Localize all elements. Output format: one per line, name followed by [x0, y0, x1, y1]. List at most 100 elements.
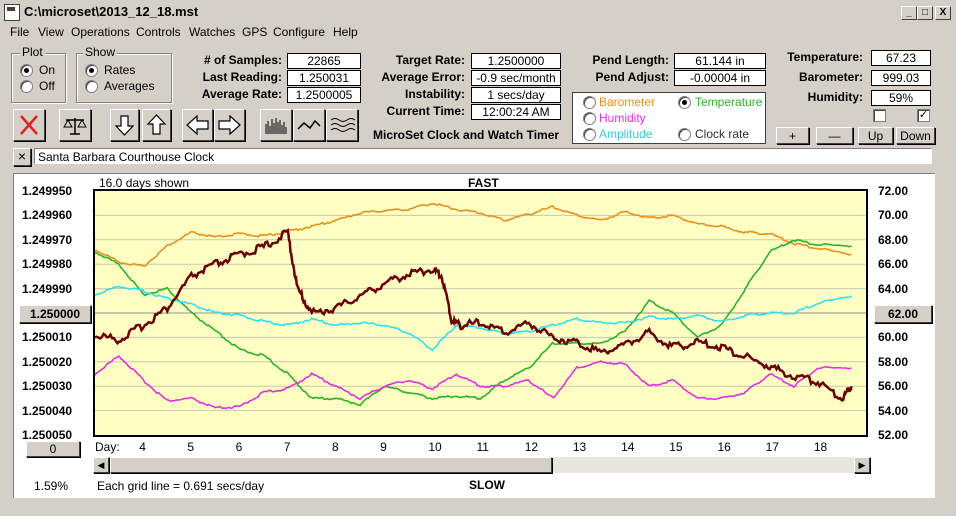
- histogram-button[interactable]: [260, 109, 292, 141]
- barometer-field: 999.03: [871, 70, 931, 86]
- x-tick-label: 8: [331, 440, 339, 454]
- x-tick-label: 7: [283, 440, 291, 454]
- left-tick-label: 1.250050: [22, 428, 73, 442]
- x-tick-label: 13: [572, 440, 587, 454]
- menu-file[interactable]: File: [10, 25, 30, 39]
- x-tick-label: 15: [669, 440, 683, 454]
- down-button[interactable]: Down: [896, 127, 935, 144]
- series-line-temperature: [94, 238, 852, 407]
- x-tick-label: 11: [476, 440, 489, 454]
- clear-name-button[interactable]: ×: [13, 148, 31, 166]
- x-tick-label: 4: [139, 440, 146, 454]
- samples-label: # of Samples:: [203, 53, 282, 67]
- arrow-left-button[interactable]: [182, 109, 213, 141]
- day-axis-label: Day:: [95, 440, 120, 454]
- show-averages-radio[interactable]: [85, 80, 98, 93]
- amplitude-option-label: Amplitude: [599, 127, 653, 141]
- footer-percent: 1.59%: [34, 479, 69, 493]
- x-axis-ticks: 4 5 6 7 8 9 10 11 12 13 14 15 16 17 18: [93, 440, 868, 454]
- barometer-label: Barometer:: [798, 70, 863, 84]
- humidity-radio[interactable]: [583, 112, 596, 125]
- humidity-label: Humidity:: [807, 90, 863, 104]
- plot-on-radio[interactable]: [20, 64, 33, 77]
- plot-area[interactable]: [93, 189, 868, 437]
- arrow-down-button[interactable]: [110, 109, 139, 141]
- stop-button[interactable]: [13, 109, 45, 141]
- right-checkbox[interactable]: ✓: [917, 109, 930, 122]
- menu-help[interactable]: Help: [333, 25, 358, 39]
- close-button[interactable]: X: [935, 6, 951, 20]
- scroll-position-button[interactable]: 0: [26, 441, 80, 457]
- show-rates-label: Rates: [104, 63, 136, 77]
- clock-rate-radio[interactable]: [678, 128, 691, 141]
- show-averages-label: Averages: [104, 79, 155, 93]
- x-tick-label: 6: [235, 440, 243, 454]
- scroll-right-button[interactable]: ▶: [854, 457, 870, 473]
- line-graph-icon: [297, 119, 321, 130]
- current-time-label: Current Time:: [386, 104, 465, 118]
- window-title: C:\microset\2013_12_18.mst: [24, 4, 199, 19]
- slow-label: SLOW: [469, 478, 505, 492]
- pend-length-field[interactable]: 61.144 in: [674, 53, 766, 69]
- center-rate-button[interactable]: 1.250000: [19, 305, 91, 323]
- menu-view[interactable]: View: [38, 25, 64, 39]
- wave-button[interactable]: [326, 109, 358, 141]
- right-tick-label: 64.00: [878, 281, 909, 296]
- pend-adjust-label: Pend Adjust:: [595, 70, 669, 84]
- clock-name-input[interactable]: Santa Barbara Courthouse Clock: [34, 148, 932, 164]
- menu-bar: File View Operations Controls Watches GP…: [0, 24, 956, 42]
- maximize-button[interactable]: □: [917, 6, 933, 20]
- arrow-up-button[interactable]: [142, 109, 171, 141]
- right-tick-label: 66.00: [878, 257, 909, 272]
- center-temp-button[interactable]: 62.00: [874, 305, 932, 323]
- horizontal-scrollbar[interactable]: ◀ ▶: [93, 457, 870, 473]
- last-reading-field: 1.250031: [287, 70, 361, 86]
- series-select-box: [572, 92, 766, 144]
- series-line-clock-rate: [94, 228, 853, 402]
- temperature-radio[interactable]: [678, 96, 691, 109]
- plot-off-radio[interactable]: [20, 80, 33, 93]
- plus-button[interactable]: +: [776, 127, 809, 144]
- instability-field: 1 secs/day: [471, 87, 561, 103]
- arrow-down-icon: [114, 115, 135, 136]
- up-button[interactable]: Up: [858, 127, 893, 144]
- balance-button[interactable]: [59, 109, 91, 141]
- left-checkbox[interactable]: [873, 109, 886, 122]
- right-tick-label: 60.00: [878, 330, 909, 345]
- show-rates-radio[interactable]: [85, 64, 98, 77]
- average-rate-label: Average Rate:: [201, 87, 282, 101]
- minus-button[interactable]: —: [816, 127, 853, 144]
- pend-adjust-field: -0.00004 in: [674, 70, 766, 86]
- arrow-left-icon: [186, 114, 209, 136]
- right-tick-label: 52.00: [878, 428, 909, 442]
- left-tick-label: 1.250030: [22, 379, 73, 394]
- histogram-icon: [265, 118, 287, 134]
- plot-on-label: On: [39, 63, 56, 77]
- menu-operations[interactable]: Operations: [71, 25, 130, 39]
- target-rate-field[interactable]: 1.2500000: [471, 53, 561, 69]
- instability-label: Instability:: [404, 87, 465, 101]
- menu-watches[interactable]: Watches: [189, 25, 236, 39]
- last-reading-label: Last Reading:: [202, 70, 282, 84]
- minimize-button[interactable]: _: [901, 6, 917, 20]
- menu-configure[interactable]: Configure: [273, 25, 326, 39]
- x-tick-label: 5: [187, 440, 195, 454]
- scroll-thumb[interactable]: [110, 457, 552, 473]
- app-caption: MicroSet Clock and Watch Timer: [373, 128, 560, 142]
- grid-note: Each grid line = 0.691 secs/day: [97, 479, 265, 493]
- amplitude-radio[interactable]: [583, 128, 596, 141]
- plot-group: [11, 53, 66, 103]
- red-x-icon: [20, 115, 38, 135]
- arrow-right-button[interactable]: [214, 109, 245, 141]
- right-tick-label: 58.00: [878, 354, 909, 369]
- days-shown-label: 16.0 days shown: [99, 176, 190, 190]
- menu-gps[interactable]: GPS: [242, 25, 268, 39]
- scroll-left-button[interactable]: ◀: [93, 457, 109, 473]
- average-error-field: -0.9 sec/month: [471, 70, 561, 86]
- menu-controls[interactable]: Controls: [136, 25, 181, 39]
- barometer-radio[interactable]: [583, 96, 596, 109]
- temperature-option-label: Temperature: [695, 95, 763, 109]
- title-bar[interactable]: C:\microset\2013_12_18.mst _ □ X: [0, 0, 956, 24]
- line-graph-button[interactable]: [293, 109, 325, 141]
- x-tick-label: 12: [524, 440, 539, 454]
